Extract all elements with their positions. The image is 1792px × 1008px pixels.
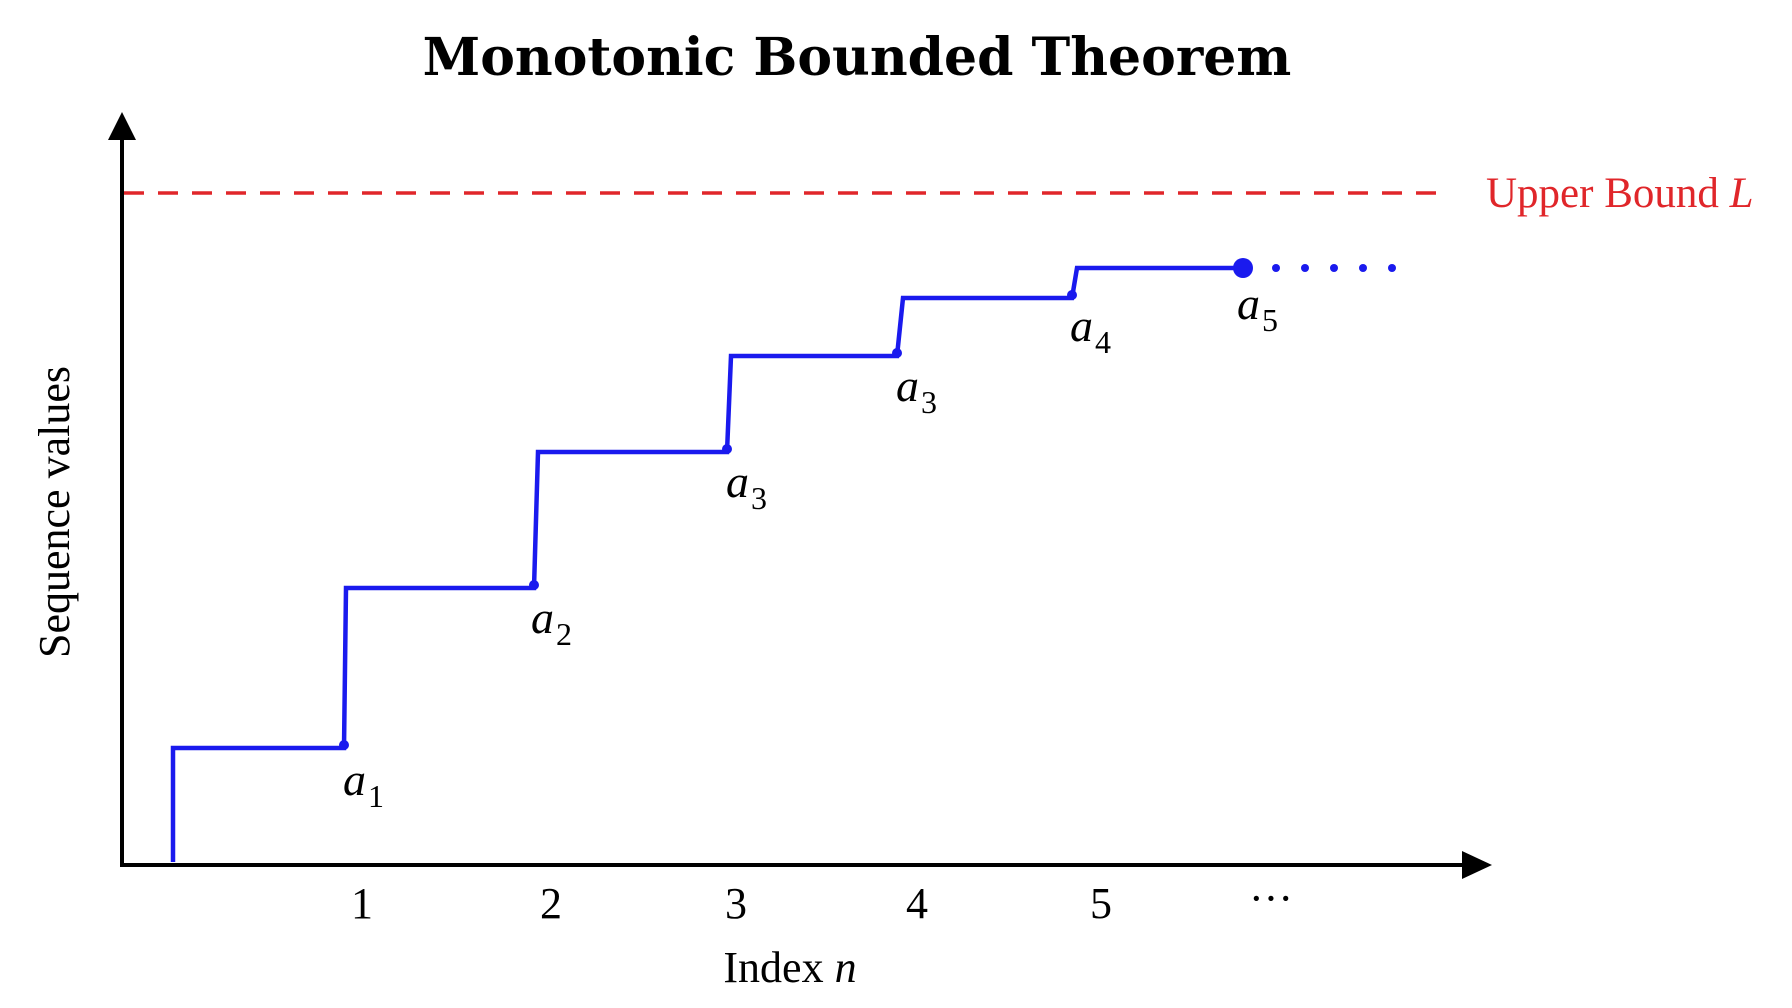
- point-label-a1: a1: [343, 754, 384, 814]
- point-label-a5: a5: [1237, 278, 1278, 338]
- sequence-point-a3: [722, 444, 732, 454]
- sequence-continuation-dots: [1272, 264, 1396, 272]
- x-axis-arrow-icon: [1462, 851, 1492, 879]
- x-axis-label: Index n: [723, 943, 856, 992]
- diagram-title: Monotonic Bounded Theorem: [423, 27, 1292, 88]
- x-tick-label: 1: [351, 879, 373, 928]
- sequence-point-a2: [529, 580, 539, 590]
- upper-bound-label: Upper Bound L: [1486, 170, 1754, 217]
- point-label-a4: a4: [1070, 300, 1111, 360]
- sequence-point-a1: [339, 740, 349, 750]
- x-tick-label: 5: [1090, 879, 1112, 928]
- sequence-point-a5: [1233, 258, 1253, 278]
- sequence-point-a3-second: [892, 348, 902, 358]
- point-label-a3: a3: [726, 456, 767, 516]
- x-tick-label: 2: [540, 879, 562, 928]
- y-axis-label: Sequence values: [30, 366, 79, 658]
- x-tick-label: 3: [725, 879, 747, 928]
- sequence-point-a4: [1067, 290, 1077, 300]
- axes: [108, 112, 1492, 879]
- x-tick-ellipsis: ···: [1249, 874, 1293, 923]
- x-tick-label: 4: [906, 879, 928, 928]
- sequence-curve: [170, 258, 1396, 862]
- point-label-a3-second: a3: [896, 360, 937, 420]
- point-label-a2: a2: [531, 592, 572, 652]
- sequence-step-line: [170, 265, 1243, 862]
- y-axis-arrow-icon: [108, 112, 136, 140]
